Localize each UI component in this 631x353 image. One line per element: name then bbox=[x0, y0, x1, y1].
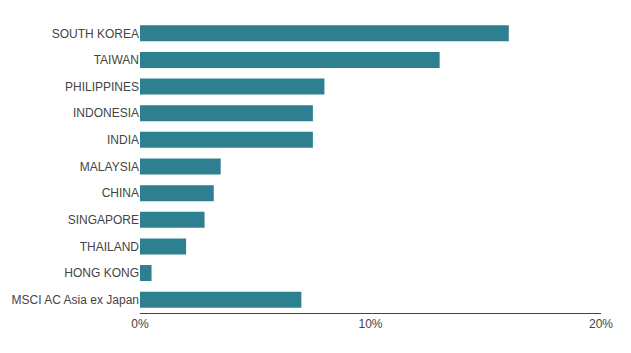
svg-text:SINGAPORE: SINGAPORE bbox=[68, 213, 139, 227]
svg-text:PHILIPPINES: PHILIPPINES bbox=[65, 80, 139, 94]
svg-text:10%: 10% bbox=[358, 317, 382, 331]
svg-text:20%: 20% bbox=[589, 317, 613, 331]
svg-text:0%: 0% bbox=[131, 317, 149, 331]
svg-text:HONG KONG: HONG KONG bbox=[64, 266, 139, 280]
svg-text:INDIA: INDIA bbox=[107, 133, 139, 147]
svg-text:MSCI AC Asia ex Japan: MSCI AC Asia ex Japan bbox=[12, 293, 139, 307]
svg-text:CHINA: CHINA bbox=[102, 186, 139, 200]
svg-text:MALAYSIA: MALAYSIA bbox=[80, 160, 139, 174]
svg-text:THAILAND: THAILAND bbox=[80, 240, 140, 254]
svg-text:TAIWAN: TAIWAN bbox=[94, 53, 139, 67]
svg-text:INDONESIA: INDONESIA bbox=[73, 106, 139, 120]
svg-text:SOUTH KOREA: SOUTH KOREA bbox=[52, 27, 139, 41]
